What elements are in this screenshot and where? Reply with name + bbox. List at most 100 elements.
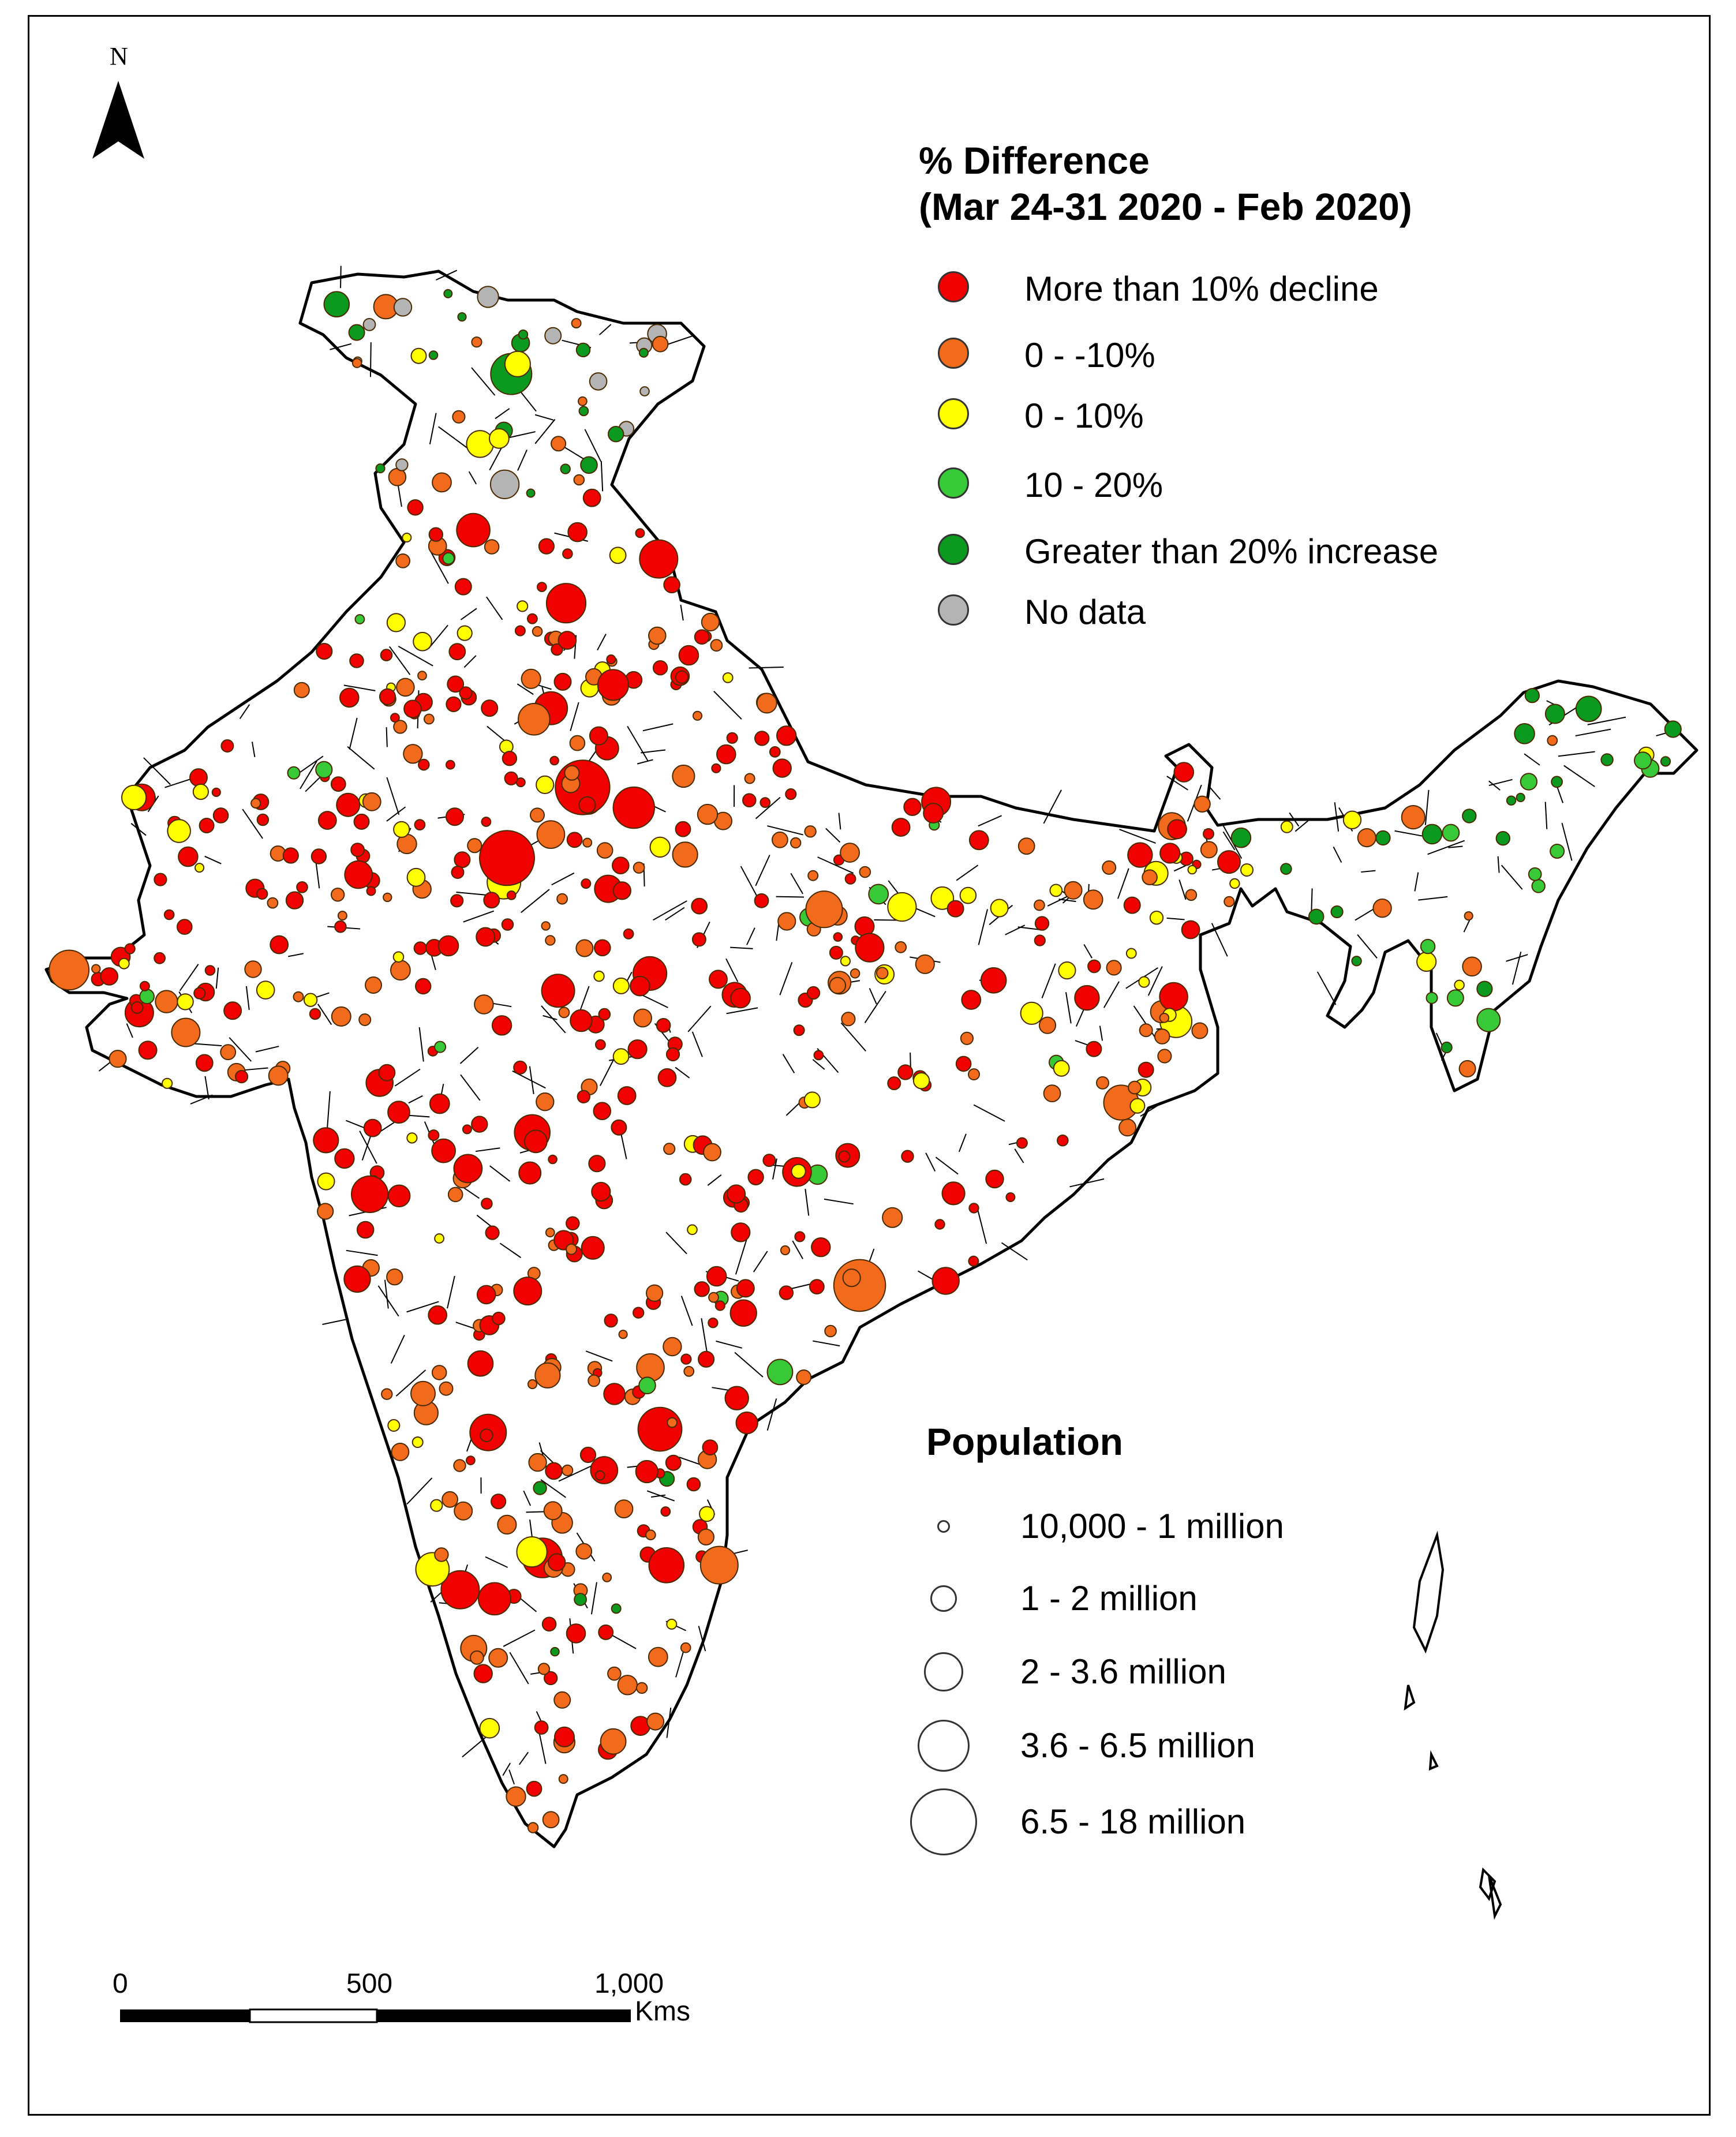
district-boundary: [463, 655, 477, 668]
district-boundary: [817, 856, 854, 874]
district-boundary: [1069, 1178, 1105, 1188]
district-boundary: [347, 746, 375, 770]
district-bubble: [48, 949, 90, 991]
district-boundary: [239, 704, 250, 719]
district-boundary: [1394, 830, 1423, 837]
district-boundary: [436, 270, 458, 281]
scale-tick-500: 500: [346, 1968, 393, 1999]
district-bubble: [442, 1491, 458, 1508]
district-bubble: [491, 1494, 507, 1510]
district-bubble: [1167, 819, 1187, 840]
district-bubble: [478, 1582, 511, 1616]
district-boundary: [585, 1350, 613, 1362]
district-bubble: [1034, 899, 1045, 911]
district-bubble: [453, 1459, 466, 1472]
district-bubble: [348, 324, 365, 341]
district-bubble: [424, 713, 435, 725]
district-boundary: [701, 1318, 708, 1354]
district-bubble: [623, 928, 634, 940]
district-bubble: [527, 613, 538, 624]
district-boundary: [766, 1398, 777, 1431]
district-bubble: [1240, 863, 1254, 877]
district-bubble: [459, 686, 473, 700]
district-boundary: [517, 449, 527, 471]
district-bubble: [1224, 896, 1235, 907]
legend-swatch-4: [938, 534, 969, 565]
district-bubble: [1138, 976, 1150, 988]
district-bubble: [154, 952, 166, 964]
scale-tick-1000: 1,000: [594, 1968, 664, 1999]
district-bubble: [108, 1050, 127, 1068]
district-bubble: [593, 970, 605, 982]
district-bubble: [706, 1266, 727, 1287]
district-bubble: [912, 1072, 930, 1090]
district-bubble: [383, 892, 392, 903]
district-bubble: [1057, 1134, 1069, 1147]
district-boundary: [1001, 1242, 1028, 1261]
district-bubble: [580, 456, 598, 474]
district-bubble: [440, 1570, 480, 1610]
district-boundary: [398, 645, 433, 667]
district-bubble: [211, 787, 221, 798]
district-bubble: [726, 732, 738, 744]
district-bubble: [402, 533, 412, 542]
district-bubble: [91, 964, 101, 974]
district-bubble: [410, 1380, 436, 1406]
district-bubble: [946, 900, 964, 918]
district-bubble: [711, 763, 721, 773]
district-bubble: [716, 744, 736, 765]
district-boundary: [475, 1147, 500, 1152]
district-bubble: [336, 792, 361, 817]
district-bubble: [138, 1041, 158, 1060]
district-bubble: [489, 428, 510, 449]
district-bubble: [471, 1116, 488, 1133]
district-bubble: [1495, 831, 1511, 846]
district-bubble: [1446, 989, 1464, 1007]
district-bubble: [524, 1129, 548, 1154]
district-boundary: [1575, 728, 1611, 737]
district-bubble: [362, 792, 381, 811]
district-bubble: [1634, 751, 1652, 770]
district-bubble: [528, 1453, 547, 1472]
district-bubble: [473, 1664, 493, 1683]
district-boundary: [665, 1232, 687, 1255]
district-boundary: [1294, 819, 1310, 832]
district-bubble: [513, 1060, 527, 1075]
district-boundary: [716, 1340, 743, 1349]
district-boundary: [976, 1206, 987, 1244]
district-boundary: [418, 1027, 424, 1062]
district-boundary: [384, 1279, 389, 1309]
population-label-2: 2 - 3.6 million: [1020, 1652, 1226, 1691]
district-bubble: [648, 626, 667, 645]
district-bubble: [220, 1044, 237, 1061]
district-bubble: [760, 797, 771, 808]
district-bubble: [457, 312, 467, 322]
district-boundary: [675, 1066, 690, 1079]
district-boundary: [1448, 845, 1463, 848]
district-boundary: [666, 1708, 672, 1738]
district-boundary: [746, 927, 755, 945]
district-boundary: [288, 953, 304, 957]
district-boundary: [1506, 954, 1528, 962]
district-bubble: [675, 670, 689, 684]
district-bubble: [497, 1514, 517, 1535]
district-bubble: [897, 1064, 914, 1080]
legend-swatch-0: [938, 271, 969, 302]
district-bubble: [1330, 905, 1344, 919]
scale-tick-0: 0: [113, 1968, 128, 1999]
district-boundary: [502, 1762, 511, 1776]
district-bubble: [537, 582, 547, 592]
district-bubble: [636, 1353, 665, 1382]
district-boundary: [460, 608, 477, 620]
district-bubble: [959, 886, 977, 904]
district-boundary: [598, 324, 612, 336]
district-boundary: [130, 823, 147, 836]
district-boundary: [1041, 963, 1056, 998]
district-bubble: [710, 639, 723, 652]
district-bubble: [518, 1161, 542, 1185]
district-boundary: [1147, 966, 1163, 996]
district-bubble: [598, 1624, 614, 1640]
district-bubble: [646, 1712, 665, 1731]
district-bubble: [204, 965, 216, 976]
district-boundary: [1587, 716, 1626, 725]
